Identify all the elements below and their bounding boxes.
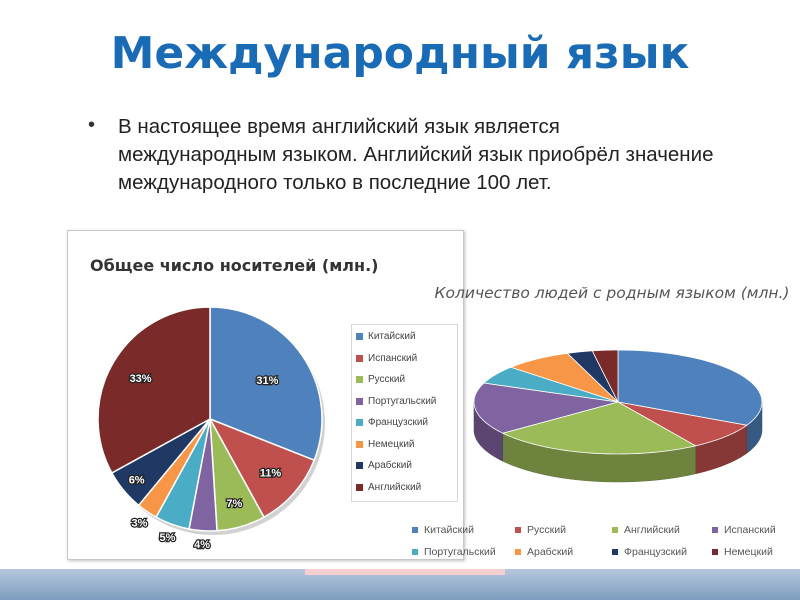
legend-swatch	[356, 483, 363, 491]
slice-испанский	[208, 417, 316, 519]
chart2-title: Количество людей с родным языком (млн.)	[434, 284, 790, 302]
slide-title: Международный язык	[110, 28, 690, 79]
bullet-marker: •	[88, 114, 96, 136]
value-label: 3%	[132, 518, 148, 530]
legend-label: Русский	[527, 524, 566, 536]
slice-немецкий	[591, 349, 619, 403]
legend-swatch	[712, 549, 718, 555]
legend-swatch	[712, 527, 718, 533]
value-label: 5%	[160, 532, 176, 544]
slice-русский	[617, 401, 748, 447]
value-label: 4%	[194, 539, 210, 551]
legend-label: Китайский	[424, 524, 474, 536]
legend-swatch	[515, 549, 521, 555]
legend-label: Французский	[368, 417, 428, 428]
chart-total-speakers: Общее число носителей (млн.) 31% 11% 7% 4% 5…	[67, 230, 464, 560]
legend-swatch	[515, 527, 521, 533]
data-label: 33%	[128, 372, 153, 387]
slice-китайский	[617, 349, 763, 426]
legend-swatch	[356, 376, 363, 383]
chart1-title: Общее число носителей (млн.)	[90, 256, 379, 275]
legend-label: Португальский	[424, 546, 496, 558]
legend-swatch	[356, 333, 363, 340]
chart2-pie	[473, 349, 763, 483]
slice-арабский	[509, 352, 619, 403]
slice-китайский	[209, 306, 323, 462]
legend-label: Китайский	[368, 331, 416, 342]
legend-label: Португальский	[368, 395, 437, 407]
data-label: 5%	[158, 531, 177, 546]
legend-label: Английский	[368, 481, 422, 493]
value-label: 31%	[256, 375, 278, 387]
slice-португальский	[483, 366, 619, 403]
footer-accent	[305, 569, 505, 575]
legend-label: Испанский	[724, 524, 776, 536]
legend-label: Арабский	[368, 460, 412, 471]
legend-swatch	[356, 419, 363, 426]
chart1-pie: 31% 11% 7% 4% 5% 3% 6% 33%	[97, 306, 325, 553]
data-label: 4%	[193, 538, 212, 553]
value-label: 6%	[129, 475, 145, 487]
data-label: 31%	[255, 374, 280, 389]
bullet-text: В настоящее время английский язык являет…	[118, 115, 714, 194]
legend-label: Испанский	[368, 352, 418, 364]
legend-swatch	[612, 549, 618, 555]
slice-французский	[566, 350, 619, 403]
legend-label: Немецкий	[724, 546, 773, 558]
chart1-legend: Китайский Испанский Русский Португальский Фр…	[351, 324, 458, 502]
legend-label: Английский	[624, 524, 680, 536]
value-label: 11%	[260, 467, 282, 479]
legend-label: Арабский	[527, 546, 574, 558]
legend-label: Французский	[624, 546, 687, 558]
slice-английский	[501, 401, 697, 455]
legend-label: Немецкий	[368, 438, 415, 450]
data-label: 6%	[127, 473, 146, 488]
value-label: 7%	[226, 498, 242, 510]
data-label: 7%	[225, 497, 244, 512]
legend-label: Русский	[368, 374, 406, 385]
value-label: 33%	[130, 373, 152, 385]
legend-swatch	[356, 462, 363, 469]
legend-swatch	[612, 527, 618, 533]
slice-испанский	[473, 382, 619, 434]
legend-swatch	[412, 527, 418, 533]
legend-swatch	[412, 549, 418, 555]
data-label: 11%	[259, 466, 283, 481]
legend-swatch	[356, 354, 363, 362]
legend-swatch	[356, 397, 363, 405]
data-label: 3%	[130, 516, 149, 531]
legend-swatch	[356, 440, 363, 448]
slice-английский	[97, 306, 211, 474]
